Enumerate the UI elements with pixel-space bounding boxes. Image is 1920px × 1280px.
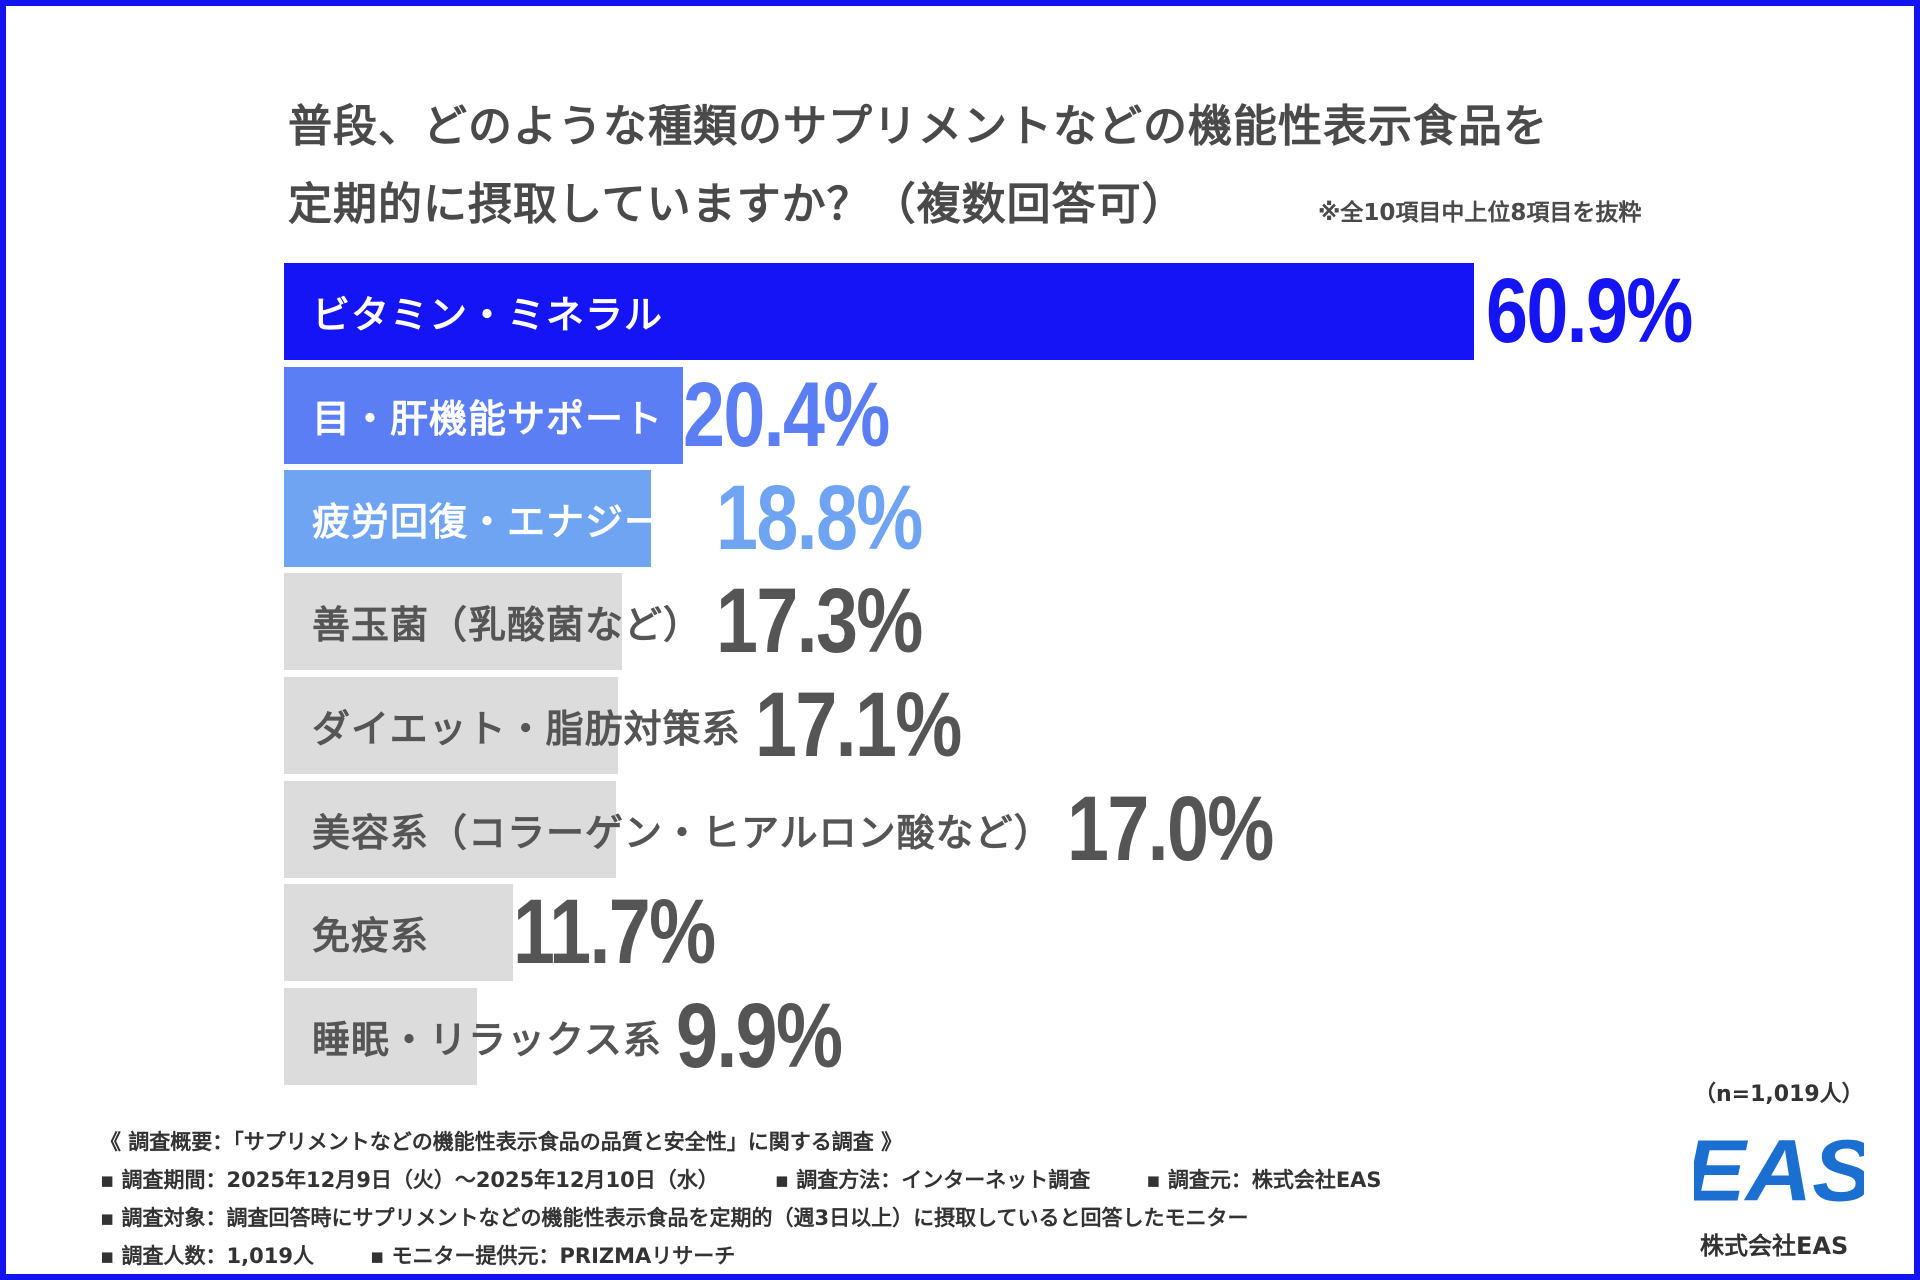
category-label: 美容系（コラーゲン・ヒアルロン酸など） [312, 811, 1053, 855]
bar-row: 美容系（コラーゲン・ヒアルロン酸など） 17.0% [284, 778, 1318, 880]
survey-line-3: ▪ 調査人数：1,019人 ▪ モニター提供元：PRIZMAリサーチ [100, 1240, 791, 1270]
sample-size: （n=1,019人） [1694, 1082, 1864, 1107]
chart-title: 普段、どのような種類のサプリメントなどの機能性表示食品を 定期的に摂取しています… [288, 88, 1548, 244]
survey-line-1: ▪ 調査期間：2025年12月9日（火）～2025年12月10日（水） ▪ 調査方… [100, 1164, 1438, 1194]
eas-logo: EAS [1694, 1130, 1864, 1212]
category-label: ビタミン・ミネラル [312, 293, 664, 337]
category-label: ダイエット・脂肪対策系 [312, 707, 741, 751]
value-label: 20.4% [682, 364, 890, 466]
value-label: 17.1% [754, 674, 962, 776]
bar [284, 470, 652, 567]
category-label: 疲労回復・エナジー系 [312, 500, 703, 544]
value-label: 60.9% [1486, 260, 1693, 362]
category-label: 睡眠・リラックス系 [312, 1018, 662, 1062]
chart-note: ※全10項目中上位8項目を抜粋 [1318, 200, 1642, 226]
value-label: 9.9% [675, 985, 843, 1087]
bar-row: 善玉菌（乳酸菌など） 17.3% [284, 570, 967, 672]
category-label: 目・肝機能サポート [312, 397, 664, 441]
category-label: 善玉菌（乳酸菌など） [312, 603, 703, 647]
survey-heading: 《 調査概要：「サプリメントなどの機能性表示食品の品質と安全性」に関する調査 》 [100, 1130, 903, 1154]
logo-company-name: 株式会社EAS [1700, 1232, 1849, 1260]
survey-period: ▪ 調査期間：2025年12月9日（火）～2025年12月10日（水） [100, 1168, 719, 1192]
bar-row: 睡眠・リラックス系 9.9% [284, 985, 878, 1087]
bar-row: ビタミン・ミネラル 60.9% [284, 260, 1737, 362]
survey-provider: ▪ モニター提供元：PRIZMAリサーチ [369, 1244, 736, 1268]
bar-row: ダイエット・脂肪対策系 17.1% [284, 674, 1006, 776]
bar [284, 781, 617, 878]
title-line-1: 普段、どのような種類のサプリメントなどの機能性表示食品を [288, 101, 1548, 152]
bar [284, 884, 513, 981]
bar [284, 677, 619, 774]
bar-row: 目・肝機能サポート 20.4% [284, 364, 933, 466]
bar [284, 263, 1474, 360]
value-label: 17.0% [1066, 778, 1274, 880]
survey-count: ▪ 調査人数：1,019人 [100, 1244, 314, 1268]
value-label: 11.7% [512, 881, 716, 983]
logo-mark: EAS [1694, 1130, 1864, 1212]
bar [284, 573, 623, 670]
survey-method: ▪ 調査方法：インターネット調査 [774, 1168, 1091, 1192]
bar [284, 988, 478, 1085]
bar-row: 疲労回復・エナジー系 18.8% [284, 467, 967, 569]
bar-row: 免疫系 11.7% [284, 881, 758, 983]
survey-target: ▪ 調査対象：調査回答時にサプリメントなどの機能性表示食品を定期的（週3日以上）… [100, 1206, 1249, 1230]
bar [284, 367, 683, 464]
value-label: 17.3% [716, 570, 923, 672]
category-label: 免疫系 [312, 914, 430, 958]
value-label: 18.8% [716, 467, 923, 569]
survey-source: ▪ 調査元：株式会社EAS [1146, 1168, 1382, 1192]
title-line-2: 定期的に摂取していますか？（複数回答可） [288, 179, 1187, 230]
